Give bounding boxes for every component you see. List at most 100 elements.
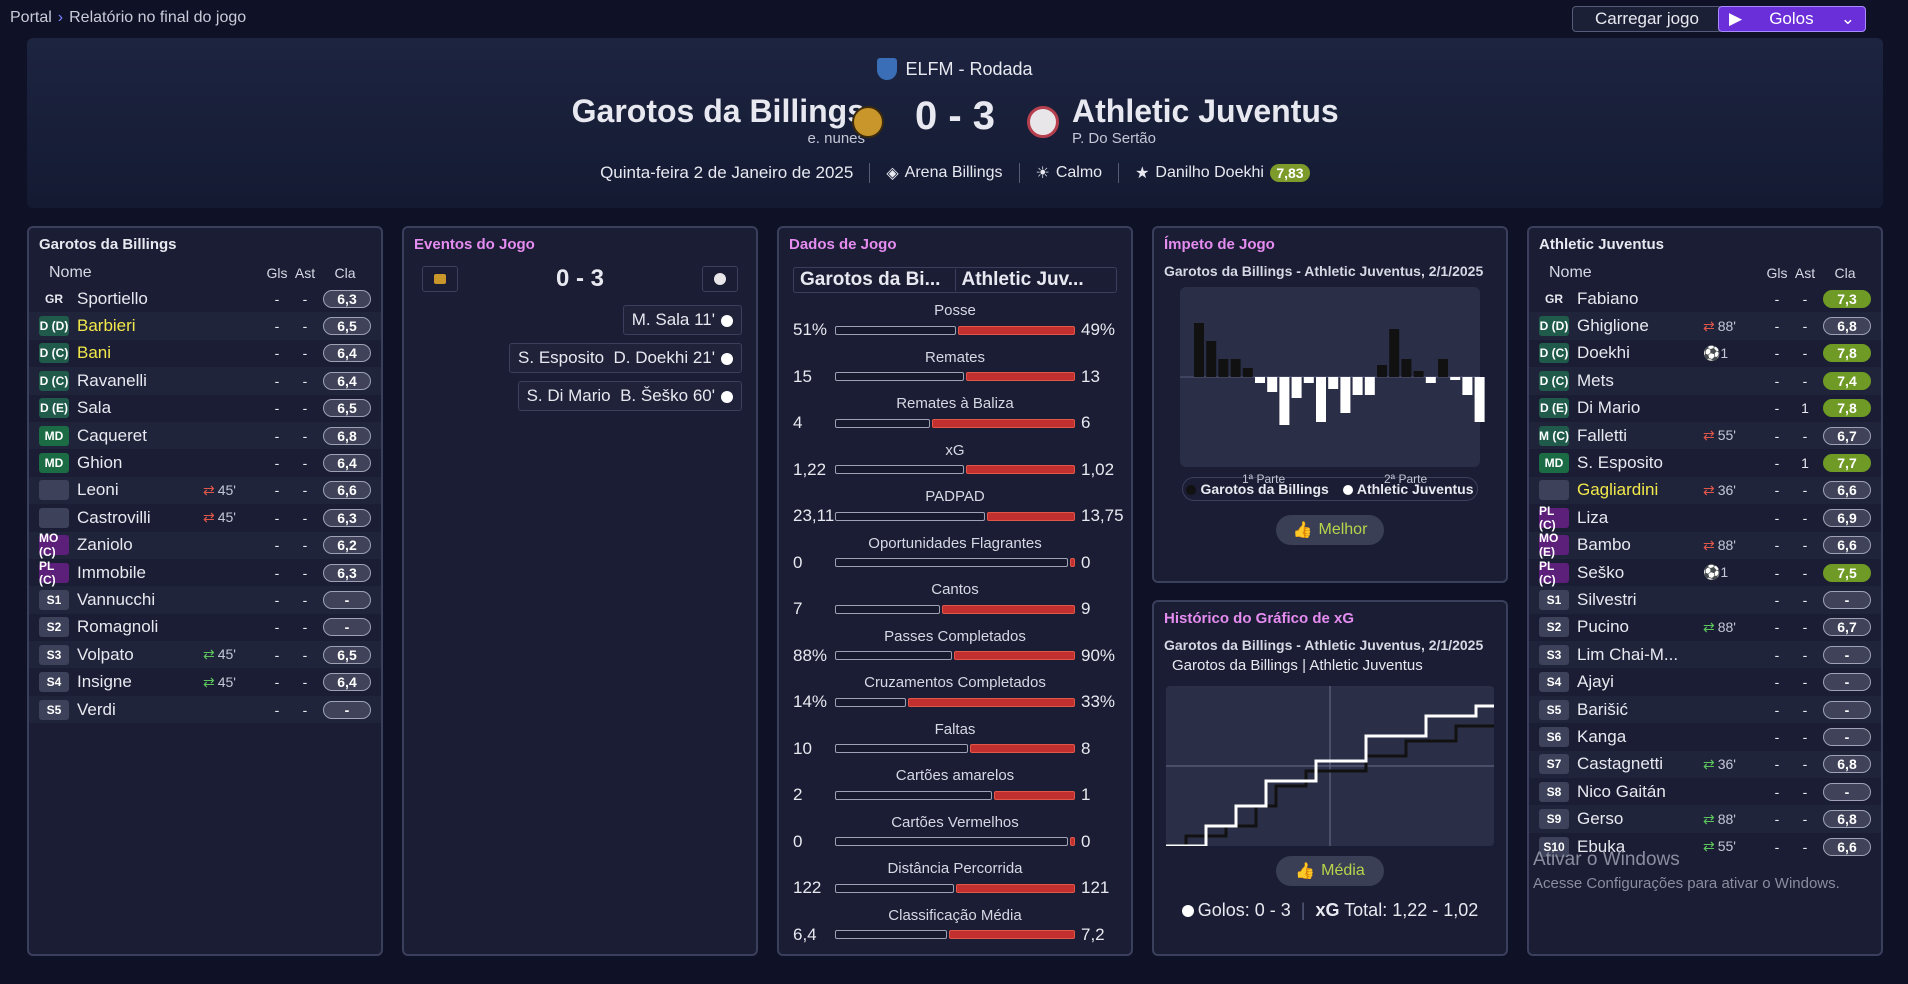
player-name[interactable]: Bambo	[1577, 535, 1631, 555]
away-team-name[interactable]: Athletic Juventus	[1072, 93, 1339, 129]
load-game-button[interactable]: Carregar jogo	[1572, 6, 1722, 32]
player-row[interactable]: S5 Verdi - - -	[29, 695, 381, 724]
player-name[interactable]: Sala	[77, 398, 112, 418]
player-row[interactable]: D (E) Di Mario - 1 7,8	[1529, 395, 1881, 422]
player-row[interactable]: M (C) Falletti ⇄ 55' - -6,7	[1529, 421, 1881, 450]
player-row[interactable]: MD Caqueret - -6,8	[29, 421, 381, 450]
xg-rating-button[interactable]: 👍 Média	[1276, 856, 1384, 886]
player-name[interactable]: Kanga	[1577, 726, 1627, 746]
legend-home[interactable]: Garotos da Billings	[1186, 481, 1329, 497]
header-rating[interactable]: Cla	[334, 265, 356, 281]
player-name[interactable]: Castrovilli	[77, 507, 151, 527]
player-row[interactable]: Gagliardini ⇄ 36' - -6,6	[1529, 476, 1881, 505]
player-name[interactable]: Ravanelli	[77, 370, 147, 390]
player-row[interactable]: PL (C) Seško ⚽1- -7,5	[1529, 559, 1881, 587]
player-name[interactable]: Leoni	[77, 480, 119, 500]
header-name[interactable]: Nome	[49, 264, 92, 281]
event-box[interactable]: M. Sala 11'	[622, 305, 742, 335]
player-row[interactable]: MD Ghion - -6,4	[29, 449, 381, 476]
player-row[interactable]: D (D) Barbieri - -6,5	[29, 312, 381, 340]
player-name[interactable]: Falletti	[1577, 425, 1628, 445]
player-row[interactable]: S7 Castagnetti ⇄ 36' - -6,8	[1529, 750, 1881, 779]
player-of-match[interactable]: ★ Danilho Doekhi 7,83	[1118, 163, 1326, 183]
player-name[interactable]: Fabiano	[1577, 288, 1639, 308]
header-rating[interactable]: Cla	[1834, 265, 1856, 281]
player-name[interactable]: Castagnetti	[1577, 754, 1663, 774]
stats-home-team[interactable]: Garotos da Bi...	[794, 269, 956, 291]
player-row[interactable]: S2 Pucino ⇄ 88' - -6,7	[1529, 614, 1881, 641]
player-name[interactable]: Pucino	[1577, 617, 1629, 637]
player-name[interactable]: Volpato	[77, 644, 134, 664]
xg-home-tab[interactable]: Garotos da Billings	[1172, 657, 1298, 674]
event-box[interactable]: S. Di Mario B. Šeško 60'	[517, 381, 742, 411]
player-name[interactable]: Nico Gaitán	[1577, 781, 1666, 801]
player-name[interactable]: Bani	[77, 343, 112, 363]
player-name[interactable]: Ghion	[77, 453, 123, 473]
player-row[interactable]: S10 Ebuka ⇄ 55' - -6,6	[1529, 833, 1881, 860]
player-row[interactable]: GR Fabiano - -7,3	[1529, 285, 1881, 312]
breadcrumb-portal[interactable]: Portal	[10, 9, 52, 26]
event-box[interactable]: S. Esposito D. Doekhi 21'	[509, 343, 742, 373]
player-row[interactable]: D (C) Doekhi ⚽1- -7,8	[1529, 340, 1881, 367]
player-row[interactable]: S2 Romagnoli - - -	[29, 614, 381, 641]
player-row[interactable]: D (D) Ghiglione ⇄ 88' - -6,8	[1529, 312, 1881, 340]
player-row[interactable]: PL (C) Liza - -6,9	[1529, 504, 1881, 532]
player-row[interactable]: PL (C) Immobile - -6,3	[29, 559, 381, 587]
player-name[interactable]: Gagliardini	[1577, 480, 1659, 500]
stats-away-team[interactable]: Athletic Juv...	[961, 269, 1084, 290]
player-row[interactable]: GR Sportiello - -6,3	[29, 285, 381, 312]
player-row[interactable]: S4 Ajayi - - -	[1529, 668, 1881, 695]
player-row[interactable]: D (C) Mets - -7,4	[1529, 367, 1881, 395]
header-assists[interactable]: Ast	[1794, 265, 1816, 281]
player-name[interactable]: Lim Chai-M...	[1577, 644, 1679, 664]
player-name[interactable]: Gerso	[1577, 809, 1624, 829]
header-goals[interactable]: Gls	[266, 265, 288, 281]
player-row[interactable]: S5 Barišić - - -	[1529, 695, 1881, 724]
player-name[interactable]: Caqueret	[77, 425, 147, 445]
goals-dropdown-button[interactable]: ▶ Golos ⌄	[1718, 6, 1866, 32]
home-manager[interactable]: e. nunes	[807, 130, 865, 147]
player-row[interactable]: D (C) Ravanelli - -6,4	[29, 367, 381, 395]
away-manager[interactable]: P. Do Sertão	[1072, 130, 1156, 147]
player-row[interactable]: S1 Silvestri - - -	[1529, 586, 1881, 614]
player-row[interactable]: S1 Vannucchi - - -	[29, 586, 381, 614]
player-name[interactable]: Mets	[1577, 370, 1614, 390]
player-name[interactable]: Insigne	[77, 672, 132, 692]
legend-away[interactable]: Athletic Juventus	[1342, 481, 1474, 497]
player-row[interactable]: D (C) Bani - -6,4	[29, 340, 381, 367]
header-goals[interactable]: Gls	[1766, 265, 1788, 281]
momentum-rating-button[interactable]: 👍 Melhor	[1276, 515, 1384, 545]
player-row[interactable]: S9 Gerso ⇄ 88' - -6,8	[1529, 805, 1881, 833]
player-name[interactable]: Vannucchi	[77, 589, 156, 609]
home-team-name[interactable]: Garotos da Billings	[571, 93, 865, 129]
player-name[interactable]: Silvestri	[1577, 589, 1637, 609]
player-row[interactable]: S4 Insigne ⇄ 45' - -6,4	[29, 668, 381, 695]
player-row[interactable]: Leoni ⇄ 45' - -6,6	[29, 476, 381, 505]
player-row[interactable]: D (E) Sala - -6,5	[29, 395, 381, 422]
player-name[interactable]: Verdi	[77, 699, 116, 719]
player-row[interactable]: MD S. Esposito - 1 7,7	[1529, 449, 1881, 476]
xg-away-tab[interactable]: Athletic Juventus	[1309, 657, 1423, 674]
header-assists[interactable]: Ast	[294, 265, 316, 281]
player-name[interactable]: Ghiglione	[1577, 316, 1649, 336]
player-name[interactable]: Romagnoli	[77, 617, 159, 637]
player-name[interactable]: Immobile	[77, 562, 146, 582]
player-name[interactable]: Liza	[1577, 507, 1609, 527]
player-name[interactable]: Ebuka	[1577, 836, 1626, 856]
player-name[interactable]: Barbieri	[77, 316, 136, 336]
player-row[interactable]: Castrovilli ⇄ 45' - -6,3	[29, 504, 381, 531]
player-name[interactable]: S. Esposito	[1577, 453, 1663, 473]
player-name[interactable]: Seško	[1577, 562, 1625, 582]
header-name[interactable]: Nome	[1549, 264, 1592, 281]
player-row[interactable]: S3 Volpato ⇄ 45' - -6,5	[29, 641, 381, 669]
player-name[interactable]: Ajayi	[1577, 672, 1614, 692]
player-row[interactable]: S3 Lim Chai-M... - - -	[1529, 641, 1881, 669]
player-name[interactable]: Di Mario	[1577, 398, 1641, 418]
stadium[interactable]: ◈ Arena Billings	[869, 163, 1018, 183]
player-name[interactable]: Zaniolo	[77, 535, 133, 555]
player-name[interactable]: Sportiello	[77, 288, 148, 308]
player-name[interactable]: Doekhi	[1577, 343, 1630, 363]
player-name[interactable]: Barišić	[1577, 699, 1629, 719]
player-row[interactable]: S6 Kanga - - -	[1529, 723, 1881, 750]
player-row[interactable]: S8 Nico Gaitán - - -	[1529, 778, 1881, 805]
